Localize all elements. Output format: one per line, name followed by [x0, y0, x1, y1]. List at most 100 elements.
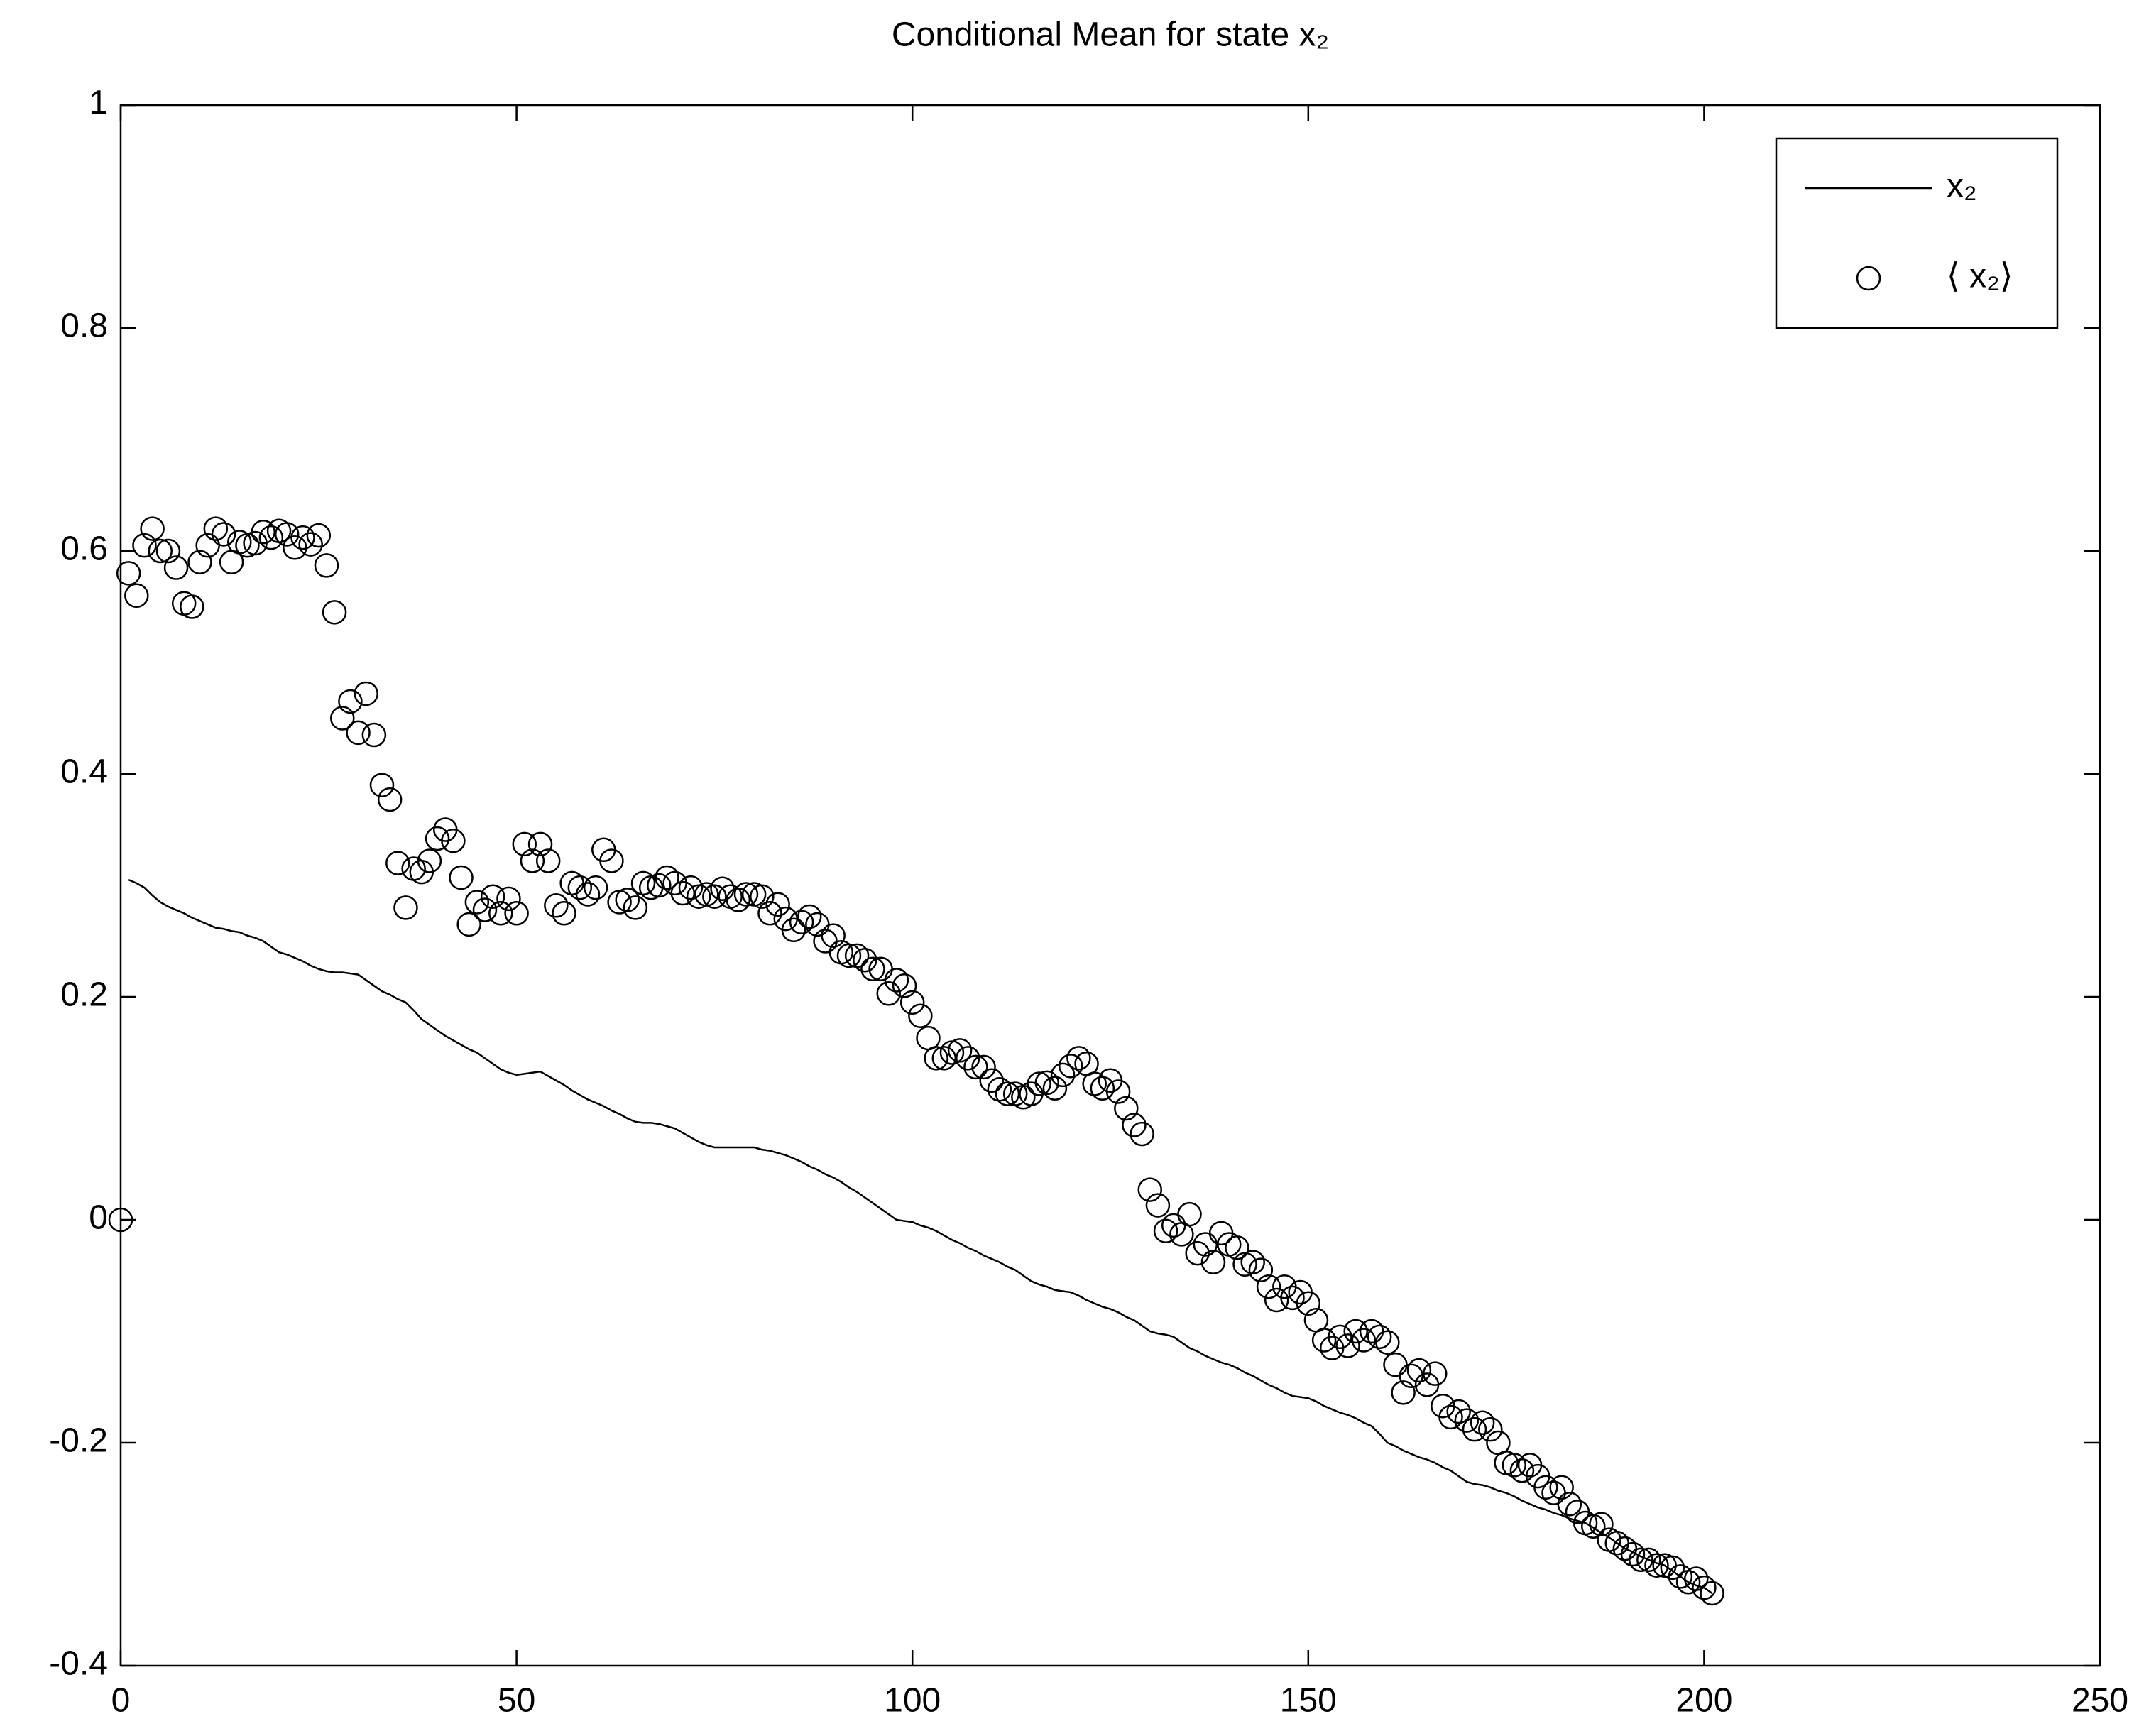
data-point — [1185, 1240, 1210, 1266]
data-point — [908, 1003, 933, 1028]
data-point — [520, 848, 545, 873]
data-point — [480, 884, 505, 909]
data-point — [1660, 1555, 1685, 1581]
data-point — [1406, 1358, 1432, 1383]
data-point — [1177, 1201, 1202, 1227]
data-point — [1700, 1581, 1724, 1606]
data-point — [702, 884, 727, 909]
x-tick-label: 250 — [2072, 1682, 2128, 1720]
data-point — [148, 538, 173, 564]
data-point — [322, 600, 347, 625]
data-point — [1509, 1458, 1535, 1483]
data-point — [155, 538, 181, 564]
y-tick-label: 0.4 — [60, 753, 108, 791]
data-point — [750, 884, 775, 909]
data-point — [1137, 1177, 1163, 1202]
data-point — [1153, 1218, 1178, 1243]
legend-label: ⟨ x₂⟩ — [1947, 258, 2013, 295]
data-point — [1114, 1096, 1139, 1121]
data-point — [599, 848, 624, 873]
data-point — [298, 532, 323, 557]
data-point — [354, 681, 378, 706]
data-point — [1502, 1453, 1527, 1478]
data-point — [757, 901, 782, 926]
data-point — [1478, 1416, 1503, 1442]
data-point — [1122, 1113, 1147, 1137]
data-point — [1256, 1274, 1281, 1299]
legend-label: x₂ — [1947, 168, 1977, 205]
data-point — [1225, 1235, 1249, 1260]
data-line — [128, 878, 1713, 1594]
data-point — [330, 706, 355, 731]
y-tick-label: 0.2 — [60, 976, 108, 1014]
y-tick-label: 0 — [89, 1199, 108, 1237]
data-point — [1335, 1333, 1360, 1358]
data-point — [1042, 1076, 1068, 1101]
data-point — [132, 533, 157, 558]
data-point — [290, 525, 315, 550]
data-point — [1090, 1076, 1115, 1101]
data-point — [836, 943, 862, 968]
data-point — [678, 875, 704, 900]
chart-title: Conditional Mean for state x₂ — [892, 16, 1329, 54]
data-point — [670, 880, 696, 906]
data-point — [1620, 1541, 1646, 1567]
data-point — [338, 689, 363, 714]
data-point — [274, 522, 300, 547]
data-point — [1375, 1330, 1400, 1355]
data-point — [441, 828, 466, 853]
data-point — [860, 956, 885, 981]
data-point — [1296, 1291, 1321, 1316]
data-point — [979, 1068, 1004, 1093]
data-point — [258, 525, 284, 550]
data-point — [1399, 1363, 1424, 1389]
data-point — [1050, 1062, 1076, 1088]
data-point — [1454, 1408, 1480, 1433]
data-point — [567, 875, 593, 900]
data-point — [1422, 1361, 1448, 1386]
x-tick-label: 150 — [1280, 1682, 1337, 1720]
data-point — [1438, 1404, 1463, 1430]
data-point — [733, 882, 759, 907]
data-point — [306, 523, 332, 548]
data-point — [1351, 1328, 1377, 1353]
data-point — [1066, 1046, 1091, 1071]
y-tick-label: 0.6 — [60, 530, 108, 568]
data-point — [1462, 1416, 1487, 1442]
data-point — [789, 910, 814, 935]
data-point — [1058, 1054, 1083, 1079]
data-point — [140, 516, 165, 541]
data-point — [1683, 1566, 1709, 1591]
data-point — [488, 901, 513, 926]
data-point — [1328, 1324, 1352, 1350]
data-point — [464, 890, 490, 915]
y-tick-label: 0.8 — [60, 307, 108, 345]
data-point — [924, 1046, 948, 1071]
data-point — [393, 895, 418, 920]
data-point — [527, 831, 553, 857]
data-point — [765, 892, 790, 917]
data-point — [1264, 1287, 1289, 1313]
data-point — [995, 1081, 1020, 1106]
data-point — [346, 720, 371, 746]
data-point — [1391, 1380, 1416, 1405]
data-point — [931, 1046, 957, 1071]
data-point — [544, 893, 569, 918]
data-point — [1105, 1079, 1131, 1104]
data-point — [1636, 1547, 1661, 1573]
data-point — [1644, 1553, 1669, 1578]
data-point — [1311, 1328, 1337, 1353]
data-point — [615, 888, 640, 912]
data-point — [496, 886, 521, 912]
data-point — [361, 722, 387, 748]
y-tick-label: -0.4 — [49, 1645, 108, 1683]
data-point — [623, 895, 648, 920]
data-point — [108, 1207, 133, 1233]
data-point — [377, 787, 403, 812]
data-point — [1248, 1257, 1274, 1282]
data-point — [187, 550, 212, 574]
x-tick-label: 0 — [111, 1682, 131, 1720]
data-point — [456, 912, 481, 937]
data-point — [1034, 1070, 1060, 1096]
data-point — [1533, 1475, 1558, 1500]
